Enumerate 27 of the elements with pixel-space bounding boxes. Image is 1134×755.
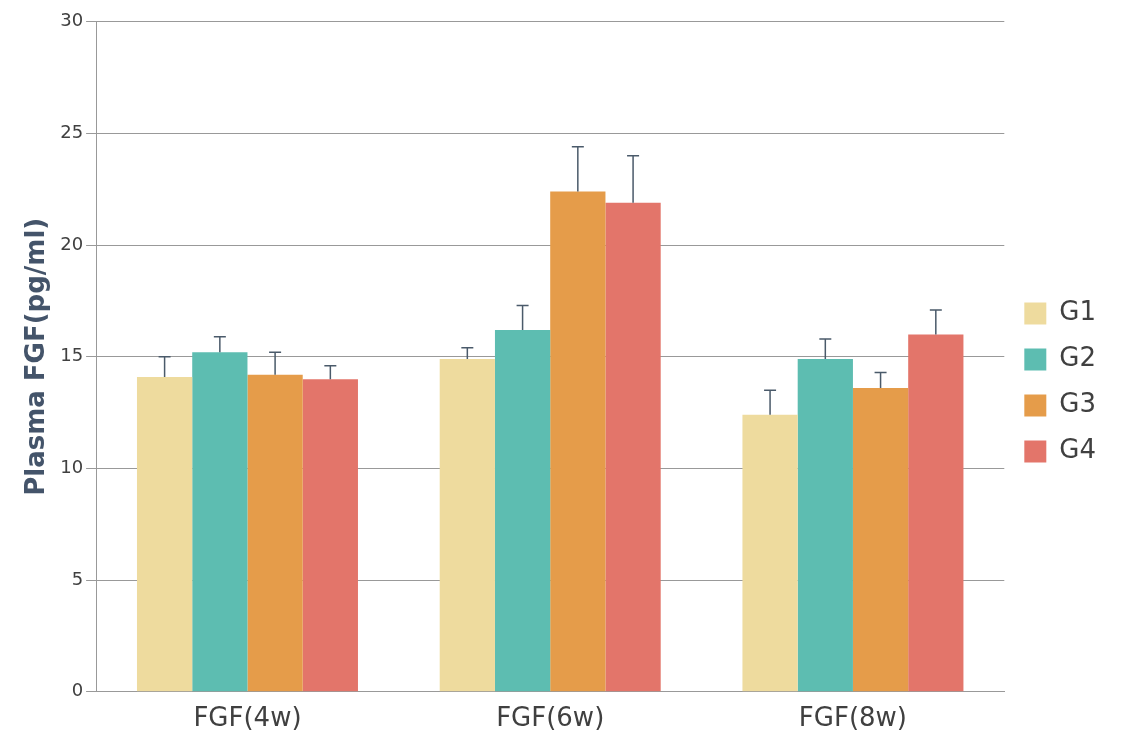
x-tick-label: FGF(4w): [193, 702, 302, 733]
bar: [550, 191, 606, 692]
bar: [605, 202, 661, 692]
y-tick-label: 20: [60, 232, 84, 254]
bar: [192, 352, 248, 692]
bar: [439, 359, 495, 692]
bar: [494, 330, 551, 692]
legend-label: G2: [1059, 342, 1097, 373]
y-tick-label: 30: [60, 9, 84, 31]
bar: [742, 414, 798, 692]
bar: [908, 334, 964, 692]
y-tick-label: 0: [71, 679, 84, 701]
bar: [247, 374, 303, 692]
legend-label: G3: [1059, 388, 1097, 419]
x-tick-label: FGF(8w): [798, 702, 908, 733]
y-tick-label: 5: [71, 567, 84, 589]
bar: [302, 379, 358, 692]
bar: [136, 376, 193, 692]
legend-label: G4: [1059, 434, 1097, 465]
x-tick-label: FGF(6w): [496, 702, 605, 733]
y-axis-title: Plasma FGF(pg/ml): [20, 217, 51, 496]
bar: [852, 388, 909, 692]
y-tick-label: 25: [60, 121, 84, 143]
bar: [797, 359, 853, 692]
y-tick-label: 15: [60, 344, 84, 366]
y-tick-label: 10: [60, 456, 84, 478]
legend-label: G1: [1059, 296, 1097, 327]
